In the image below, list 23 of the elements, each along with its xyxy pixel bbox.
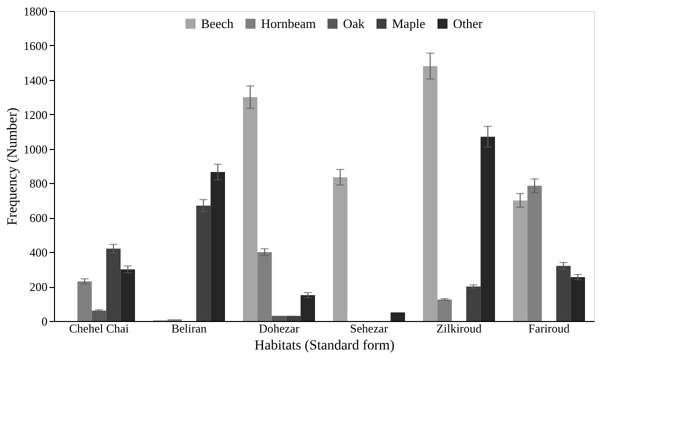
legend-label: Beech	[201, 16, 234, 31]
x-tick-label: Zilkiroud	[436, 322, 482, 336]
y-tick-label: 800	[30, 176, 48, 191]
x-axis-title: Habitats (Standard form)	[254, 338, 395, 354]
x-tick-label: Beliran	[171, 322, 207, 336]
legend-label: Other	[453, 16, 484, 31]
x-tick-label: Fariroud	[528, 322, 570, 336]
y-tick-label: 1200	[24, 108, 48, 122]
y-tick-label: 600	[30, 211, 48, 226]
y-tick-label: 200	[30, 280, 48, 294]
legend-label: Maple	[392, 16, 426, 31]
y-tick-label: 1800	[24, 4, 48, 18]
y-tick-label: 1400	[24, 73, 48, 88]
y-axis-title: Frequency (Number)	[6, 107, 20, 226]
y-tick-label: 1600	[24, 38, 48, 53]
legend-label: Hornbeam	[261, 16, 316, 31]
x-tick-label: Dohezar	[258, 322, 300, 336]
x-tick-label: Sehezar	[350, 322, 388, 336]
y-tick-label: 0	[42, 314, 48, 328]
y-tick-label: 1000	[24, 142, 48, 156]
x-tick-label: Chehel Chai	[69, 322, 130, 336]
y-tick-label: 400	[30, 246, 48, 260]
legend-label: Oak	[343, 16, 366, 31]
